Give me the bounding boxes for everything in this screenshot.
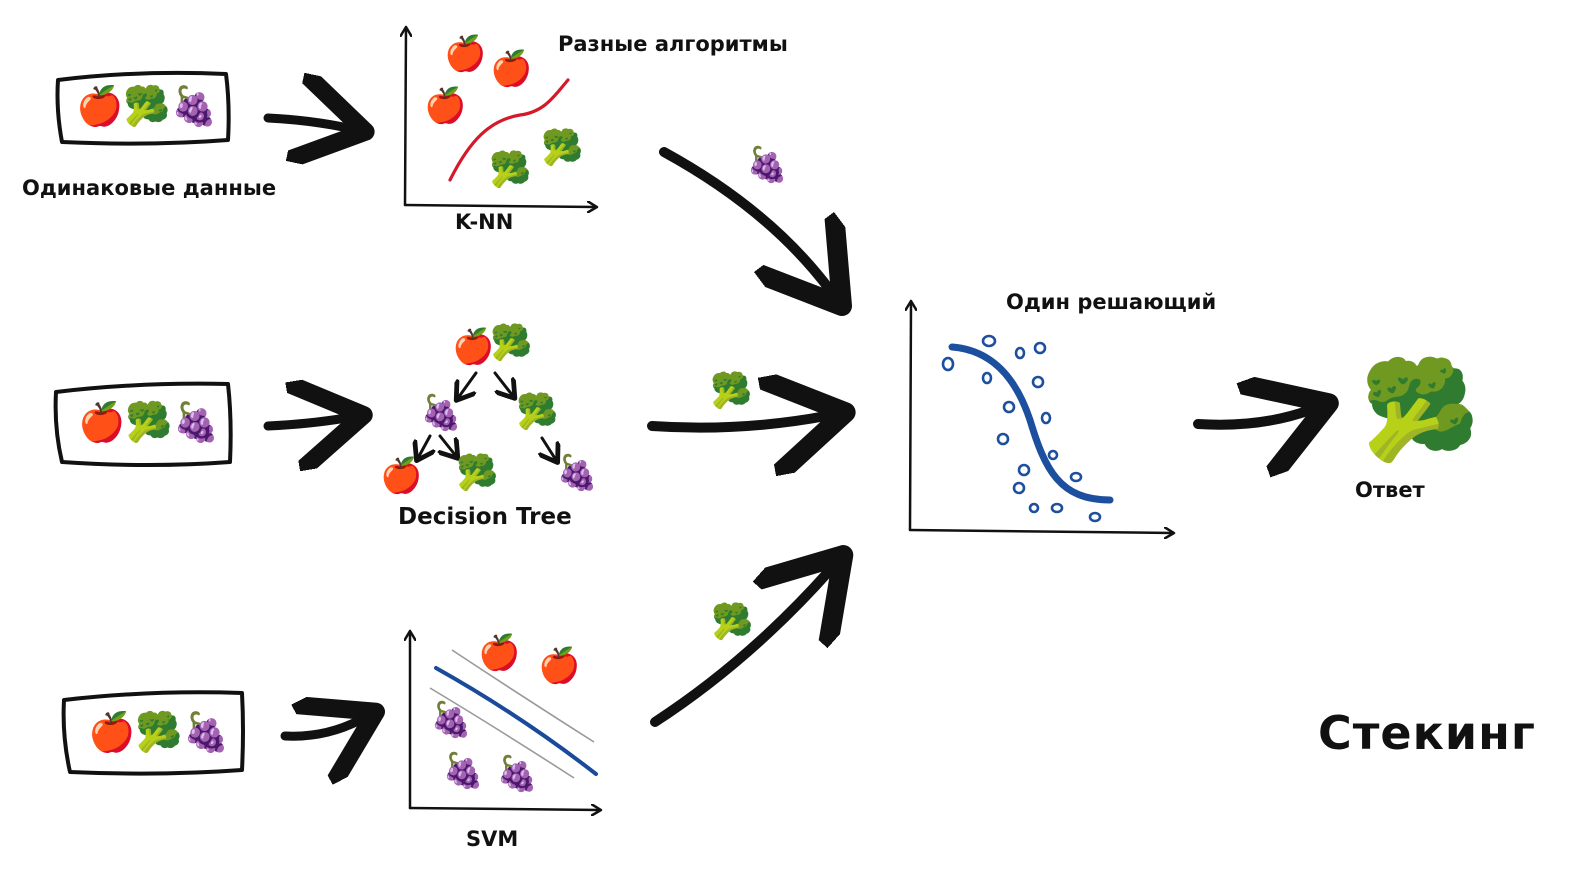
meta-point bbox=[1014, 346, 1026, 360]
meta-point bbox=[1017, 463, 1031, 477]
tree-prediction-broccoli-icon: 🥦 bbox=[710, 371, 753, 411]
meta-point bbox=[1028, 502, 1040, 514]
meta-point bbox=[1047, 449, 1059, 461]
answer-broccoli-icon: 🥦 bbox=[1360, 354, 1480, 466]
knn-label: K-NN bbox=[455, 210, 514, 234]
data-box-2-fruits-icon: 🍎🥦🍇 bbox=[78, 400, 220, 444]
knn-apple-icon: 🍎 bbox=[490, 49, 533, 89]
arrow-data-to-svm bbox=[280, 720, 360, 736]
meta-point bbox=[996, 432, 1010, 446]
data-box-3-fruits-icon: 🍎🥦🍇 bbox=[88, 710, 230, 754]
meta-point bbox=[1088, 511, 1102, 523]
knn-broccoli-icon: 🥦 bbox=[489, 150, 532, 190]
svm-grapes-icon: 🍇 bbox=[496, 754, 539, 794]
tree-arrow-grape-left bbox=[418, 434, 430, 458]
meta-point bbox=[1050, 502, 1064, 514]
answer-label: Ответ bbox=[1355, 478, 1425, 502]
knn-broccoli-icon: 🥦 bbox=[541, 128, 584, 168]
svm-boundary bbox=[434, 666, 598, 776]
arrow-data-to-tree bbox=[263, 418, 346, 426]
tree-leaf-broccoli-icon: 🥦 bbox=[456, 453, 499, 493]
data-box-3 bbox=[61, 690, 245, 776]
data-box-1-fruits-icon: 🍎🥦🍇 bbox=[76, 84, 218, 128]
tree-arrow-root-left bbox=[458, 371, 478, 398]
knn-apple-icon: 🍎 bbox=[444, 34, 487, 74]
meta-y-axis bbox=[910, 302, 911, 532]
svm-margin-lower bbox=[429, 687, 575, 779]
data-box-1 bbox=[55, 70, 231, 146]
svm-margin-upper bbox=[451, 649, 595, 743]
meta-point bbox=[1031, 375, 1045, 389]
knn-y-axis bbox=[405, 28, 406, 207]
meta-point bbox=[1069, 471, 1083, 483]
knn-boundary bbox=[448, 78, 570, 182]
meta-point bbox=[981, 371, 993, 385]
svm-apple-icon: 🍎 bbox=[478, 633, 521, 673]
arrow-svm-to-meta bbox=[650, 570, 830, 727]
tree-root-broccoli-icon: 🥦 bbox=[490, 323, 533, 363]
meta-point bbox=[1033, 341, 1047, 355]
tree-arrow-root-right bbox=[493, 371, 513, 396]
meta-x-axis bbox=[908, 530, 1173, 533]
different-algorithms-label: Разные алгоритмы bbox=[558, 32, 788, 56]
knn-apple-icon: 🍎 bbox=[424, 86, 467, 126]
tree-grapes-icon: 🍇 bbox=[420, 393, 463, 433]
meta-point bbox=[941, 356, 955, 372]
meta-model-label: Один решающий bbox=[1006, 290, 1217, 314]
data-box-2 bbox=[53, 381, 233, 467]
decision-tree-label: Decision Tree bbox=[398, 504, 572, 530]
tree-leaf-apple-icon: 🍎 bbox=[380, 456, 423, 496]
arrow-data-to-knn bbox=[263, 118, 348, 128]
tree-arrow-broccoli-right bbox=[542, 436, 556, 460]
arrow-knn-to-meta bbox=[659, 147, 830, 290]
tree-arrow-grape-right bbox=[440, 434, 456, 456]
svm-apple-icon: 🍎 bbox=[538, 646, 581, 686]
tree-root-apple-icon: 🍎 bbox=[452, 327, 495, 367]
svm-x-axis bbox=[408, 808, 600, 810]
same-data-label: Одинаковые данные bbox=[22, 176, 277, 200]
tree-leaf-grapes-icon: 🍇 bbox=[556, 453, 599, 493]
meta-points bbox=[941, 334, 1102, 523]
meta-curve bbox=[948, 343, 1114, 504]
svm-prediction-broccoli-icon: 🥦 bbox=[711, 602, 754, 642]
svm-grapes-icon: 🍇 bbox=[430, 700, 473, 740]
page-title: Стекинг bbox=[1318, 706, 1536, 760]
meta-point bbox=[1012, 481, 1026, 495]
meta-point bbox=[1002, 400, 1016, 414]
tree-broccoli-icon: 🥦 bbox=[516, 392, 559, 432]
meta-point bbox=[1040, 411, 1052, 425]
knn-x-axis bbox=[403, 205, 596, 207]
arrow-tree-to-meta bbox=[647, 416, 826, 428]
arrow-meta-to-answer bbox=[1193, 410, 1310, 425]
svm-grapes-icon: 🍇 bbox=[442, 751, 485, 791]
svm-label: SVM bbox=[466, 827, 519, 851]
knn-prediction-grapes-icon: 🍇 bbox=[746, 145, 789, 185]
meta-point bbox=[981, 334, 997, 348]
